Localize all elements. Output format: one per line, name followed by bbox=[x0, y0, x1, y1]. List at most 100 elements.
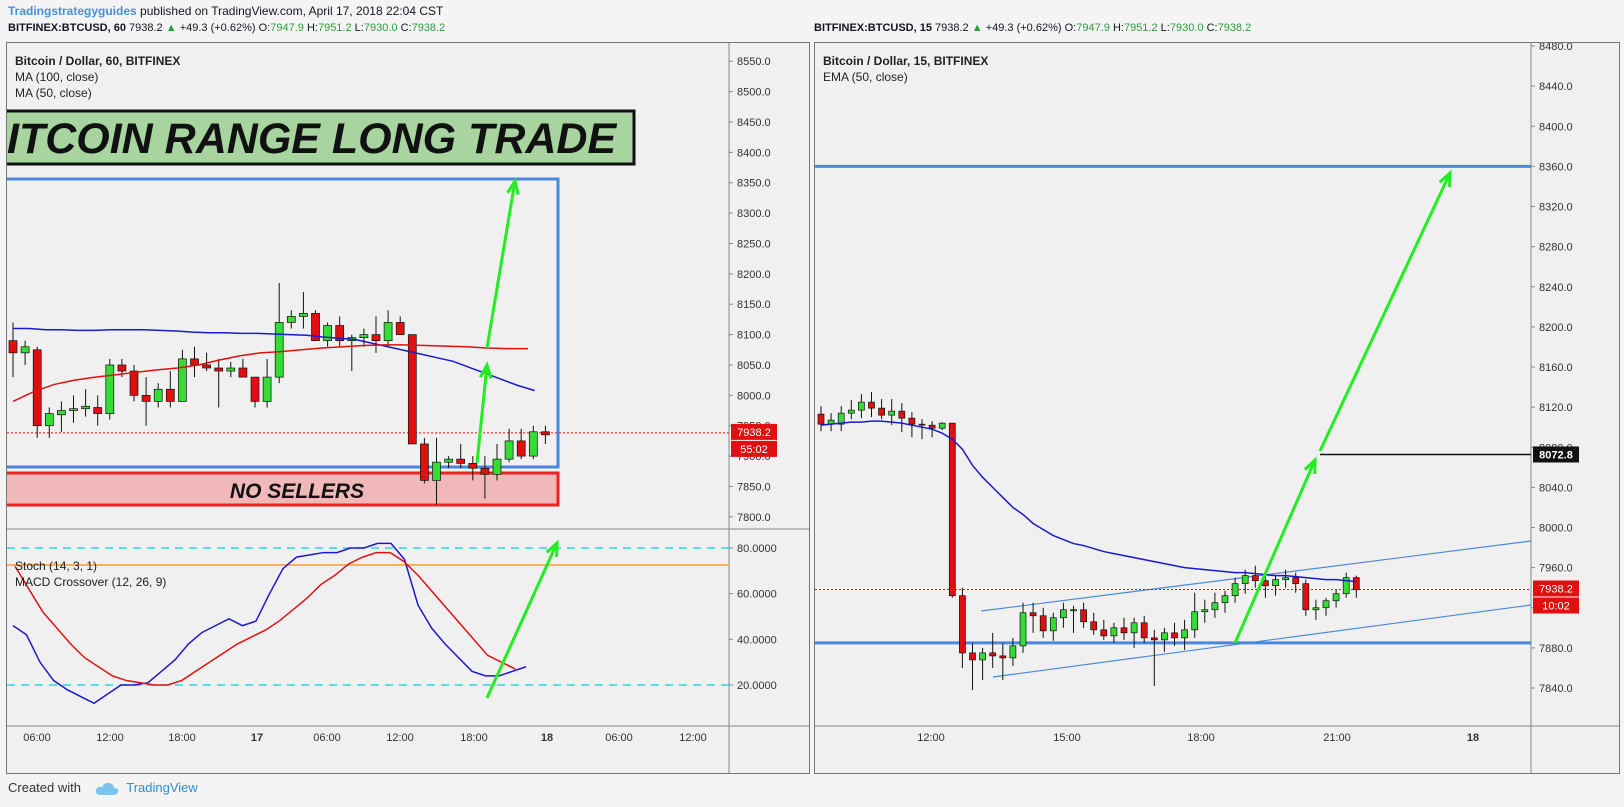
candle bbox=[979, 652, 986, 661]
candle bbox=[1241, 575, 1249, 585]
ema-line bbox=[820, 420, 1357, 583]
y-tick-label: 8050.0 bbox=[737, 360, 771, 372]
price-label: 7938.2 bbox=[935, 22, 969, 34]
publish-header: Tradingstrategyguides published on Tradi… bbox=[8, 4, 443, 18]
x-tick-label: 12:00 bbox=[679, 732, 707, 744]
low-value: 7930.0 bbox=[1169, 22, 1204, 34]
left-chart-canvas[interactable]: 8550.0 8500.0 8450.0 8400.0 8350.0 8300.0 8250… bbox=[7, 43, 809, 773]
candle bbox=[359, 334, 369, 338]
candle bbox=[888, 410, 896, 416]
target-arrow-head bbox=[1438, 169, 1452, 188]
candle bbox=[528, 431, 538, 457]
candle bbox=[226, 367, 236, 372]
target-arrow bbox=[485, 180, 517, 349]
tradingview-cloud-icon bbox=[95, 782, 119, 796]
candle bbox=[1120, 627, 1128, 634]
y-tick-label: 8240.0 bbox=[1539, 282, 1573, 294]
candle bbox=[480, 467, 490, 475]
candle bbox=[541, 431, 550, 436]
candle bbox=[299, 312, 308, 317]
candle bbox=[202, 364, 211, 369]
low-tag: L: bbox=[354, 22, 364, 34]
high-tag: H: bbox=[306, 22, 318, 34]
candle bbox=[1100, 629, 1108, 637]
y-tick-label: 8040.0 bbox=[1539, 482, 1573, 494]
candle bbox=[432, 461, 441, 481]
countdown-tag-text: 55:02 bbox=[740, 444, 768, 456]
x-tick-label: 15:00 bbox=[1053, 732, 1081, 744]
candle bbox=[1130, 622, 1138, 634]
title-banner-text: ITCOIN RANGE LONG TRADE bbox=[7, 115, 617, 163]
up-triangle-icon: ▲ bbox=[971, 22, 983, 34]
candle bbox=[214, 367, 224, 372]
candle bbox=[492, 458, 502, 475]
candles-group bbox=[817, 392, 1360, 691]
candle bbox=[383, 322, 393, 342]
left-symbol-bar: BITFINEX:BTCUSD, 60 7938.2 ▲ +49.3 (+0.6… bbox=[8, 22, 445, 34]
y-tick-label: 7840.0 bbox=[1539, 683, 1573, 695]
change-label: +49.3 (+0.62%) bbox=[985, 22, 1062, 34]
y-tick-label: 8000.0 bbox=[737, 390, 771, 402]
ticker-label: BITFINEX:BTCUSD, 60 bbox=[8, 22, 126, 34]
x-tick-label: 12:00 bbox=[96, 732, 124, 744]
close-value: 7938.2 bbox=[411, 22, 446, 34]
right-chart-canvas[interactable]: 8480.0 8440.0 8400.0 8360.0 8320.0 8280.0 8240… bbox=[815, 43, 1619, 773]
tradingview-brand-link[interactable]: TradingView bbox=[126, 780, 198, 795]
candle bbox=[1201, 609, 1209, 613]
candle bbox=[858, 401, 865, 411]
open-value: 7947.9 bbox=[1076, 22, 1110, 34]
osc-tick-label: 60.0000 bbox=[737, 589, 777, 601]
y-tick-label: 8000.0 bbox=[1539, 523, 1573, 535]
last-price-tag-text: 7938.2 bbox=[737, 427, 771, 439]
right-chart-pane[interactable]: 8480.0 8440.0 8400.0 8360.0 8320.0 8280.0 8240… bbox=[814, 42, 1620, 774]
y-tick-label: 8500.0 bbox=[737, 87, 771, 99]
candle bbox=[1231, 583, 1239, 597]
legend-ma100: MA (100, close) bbox=[15, 70, 99, 84]
x-tick-label: 06:00 bbox=[23, 732, 51, 744]
y-tick-label: 8100.0 bbox=[737, 330, 771, 342]
left-chart-pane[interactable]: 8550.0 8500.0 8450.0 8400.0 8350.0 8300.0 8250… bbox=[6, 42, 810, 774]
candle bbox=[238, 367, 248, 378]
candle bbox=[1009, 645, 1017, 659]
candle bbox=[1110, 627, 1118, 637]
high-tag: H: bbox=[1112, 22, 1124, 34]
candle bbox=[1251, 575, 1259, 582]
candle bbox=[1150, 637, 1158, 641]
candle bbox=[69, 408, 78, 411]
candle bbox=[1060, 609, 1067, 619]
y-tick-label: 8200.0 bbox=[737, 269, 771, 281]
target-tag-text: 8072.8 bbox=[1539, 449, 1573, 461]
x-tick-label: 12:00 bbox=[386, 732, 414, 744]
entry-arrow bbox=[1233, 459, 1317, 644]
osc-tick-label: 20.0000 bbox=[737, 680, 777, 692]
candle bbox=[1171, 632, 1178, 639]
osc-tick-label: 80.0000 bbox=[737, 543, 777, 555]
x-tick-label: 18 bbox=[541, 732, 553, 744]
author-link[interactable]: Tradingstrategyguides bbox=[8, 4, 137, 18]
candle bbox=[190, 358, 199, 366]
last-price-tag-text: 7938.2 bbox=[1539, 583, 1573, 595]
candle bbox=[335, 325, 345, 342]
candle bbox=[908, 417, 916, 425]
candle bbox=[395, 322, 405, 335]
ticker-label: BITFINEX:BTCUSD, 15 bbox=[814, 22, 932, 34]
candle bbox=[105, 364, 115, 414]
osc-arrow bbox=[485, 542, 559, 699]
stoch-line bbox=[12, 542, 527, 705]
x-tick-label: 21:00 bbox=[1323, 732, 1351, 744]
candle bbox=[959, 595, 966, 654]
channel-lower-line bbox=[992, 604, 1532, 678]
candle bbox=[969, 652, 976, 661]
legend-stoch: Stoch (14, 3, 1) bbox=[15, 559, 98, 573]
countdown-tag-text: 10:02 bbox=[1542, 600, 1570, 612]
candle bbox=[311, 312, 320, 342]
candle bbox=[407, 334, 417, 445]
candle bbox=[444, 458, 453, 463]
y-tick-label: 8450.0 bbox=[737, 117, 771, 129]
publish-info: published on TradingView.com, April 17, … bbox=[140, 4, 444, 18]
entry-arrow bbox=[475, 364, 489, 464]
change-label: +49.3 (+0.62%) bbox=[179, 22, 256, 34]
candle bbox=[878, 407, 885, 416]
candle bbox=[129, 370, 139, 396]
entry-arrow-head bbox=[1303, 456, 1317, 475]
